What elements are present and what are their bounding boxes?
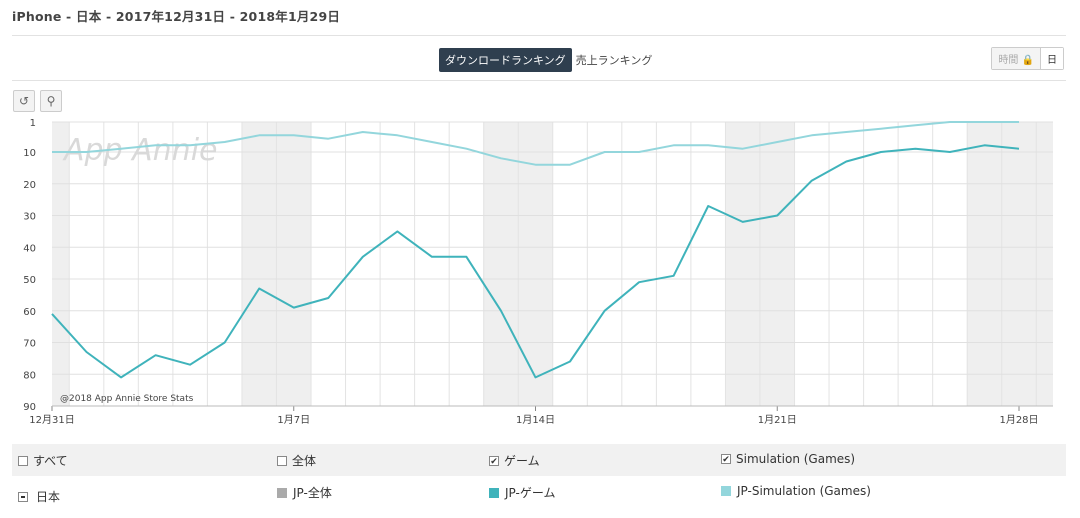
tab-sales-ranking[interactable]: 売上ランキング [575, 54, 653, 67]
legend-label: JP-Simulation (Games) [737, 484, 871, 498]
granularity-hour[interactable]: 時間 🔒 [992, 48, 1040, 69]
legend-series-row: 日本 JP-全体 JP-ゲーム JP-Simulation (Games) [12, 478, 1066, 512]
filter-label: すべて [33, 454, 68, 468]
country-toggle[interactable]: 日本 [18, 488, 60, 505]
reset-button[interactable]: ↺ [13, 90, 35, 112]
legend-filter-row: すべて 全体 ✔ ゲーム ✔ Simulation (Games) [12, 444, 1066, 476]
granularity-toggle: 時間 🔒 日 [991, 47, 1064, 70]
checkbox-icon[interactable] [18, 455, 28, 466]
y-tick-label: 10 [23, 148, 36, 159]
y-tick-label: 20 [23, 180, 36, 191]
x-axis-ticks: 12月31日 1月7日 1月14日 1月21日 1月28日 [29, 405, 1053, 426]
checkbox-checked-icon[interactable]: ✔ [721, 454, 731, 465]
vertical-gridlines [68, 122, 1037, 406]
page-title: iPhone - 日本 - 2017年12月31日 - 2018年1月29日 [12, 9, 341, 24]
ranking-tabs: ダウンロードランキング 売上ランキング [439, 48, 656, 72]
legend-label: JP-ゲーム [505, 486, 556, 500]
tab-download-ranking[interactable]: ダウンロードランキング [439, 48, 572, 72]
granularity-hour-label: 時間 [998, 55, 1019, 66]
x-tick-label: 12月31日 [29, 414, 74, 426]
y-tick-label: 90 [23, 402, 36, 413]
checkbox-checked-icon[interactable]: ✔ [489, 455, 499, 467]
y-tick-label: 60 [23, 307, 36, 318]
x-tick-label: 1月14日 [516, 414, 555, 426]
lock-icon: 🔒 [1021, 55, 1034, 66]
divider [12, 35, 1066, 36]
weekend-band [967, 122, 1053, 406]
divider [12, 80, 1066, 81]
filter-simulation[interactable]: ✔ Simulation (Games) [721, 452, 855, 466]
copyright-note: @2018 App Annie Store Stats [60, 394, 194, 404]
filter-overall[interactable]: 全体 [277, 452, 316, 469]
legend-item[interactable]: JP-Simulation (Games) [721, 484, 871, 498]
reset-icon: ↺ [18, 94, 30, 108]
filter-label: Simulation (Games) [736, 452, 856, 466]
legend-item[interactable]: JP-ゲーム [489, 484, 555, 501]
y-tick-label: 40 [23, 243, 36, 254]
y-axis-ticks: 1 10 20 30 40 50 60 70 80 90 [23, 118, 36, 413]
legend-label: JP-全体 [293, 486, 332, 500]
swatch-icon [489, 487, 499, 498]
y-tick-label: 70 [23, 339, 36, 350]
series-line[interactable] [51, 144, 1020, 379]
filter-all[interactable]: すべて [18, 452, 68, 469]
granularity-day[interactable]: 日 [1040, 48, 1063, 69]
zoom-icon: ⚲ [46, 94, 56, 108]
swatch-icon [721, 486, 731, 496]
filter-label: 全体 [292, 454, 317, 468]
watermark: App Annie [62, 133, 218, 168]
ranking-chart: App Annie 1 10 20 30 40 50 60 70 80 90 12月31日 1月7日… [23, 118, 1053, 426]
legend-item[interactable]: JP-全体 [277, 484, 332, 501]
x-tick-label: 1月21日 [758, 414, 797, 426]
y-tick-label: 30 [23, 212, 36, 223]
x-tick-label: 1月28日 [999, 414, 1038, 426]
filter-games[interactable]: ✔ ゲーム [489, 452, 540, 469]
y-tick-label: 1 [30, 118, 36, 129]
x-tick-label: 1月7日 [277, 414, 310, 426]
filter-label: ゲーム [504, 454, 540, 468]
swatch-icon [277, 487, 287, 498]
series-line[interactable] [52, 121, 1019, 166]
y-tick-label: 80 [23, 370, 36, 381]
collapse-icon[interactable] [18, 491, 28, 502]
zoom-button[interactable]: ⚲ [40, 90, 62, 112]
y-tick-label: 50 [23, 275, 36, 286]
weekend-band [52, 122, 70, 406]
checkbox-icon[interactable] [277, 455, 287, 466]
country-label: 日本 [36, 490, 61, 504]
series-lines [51, 121, 1020, 379]
